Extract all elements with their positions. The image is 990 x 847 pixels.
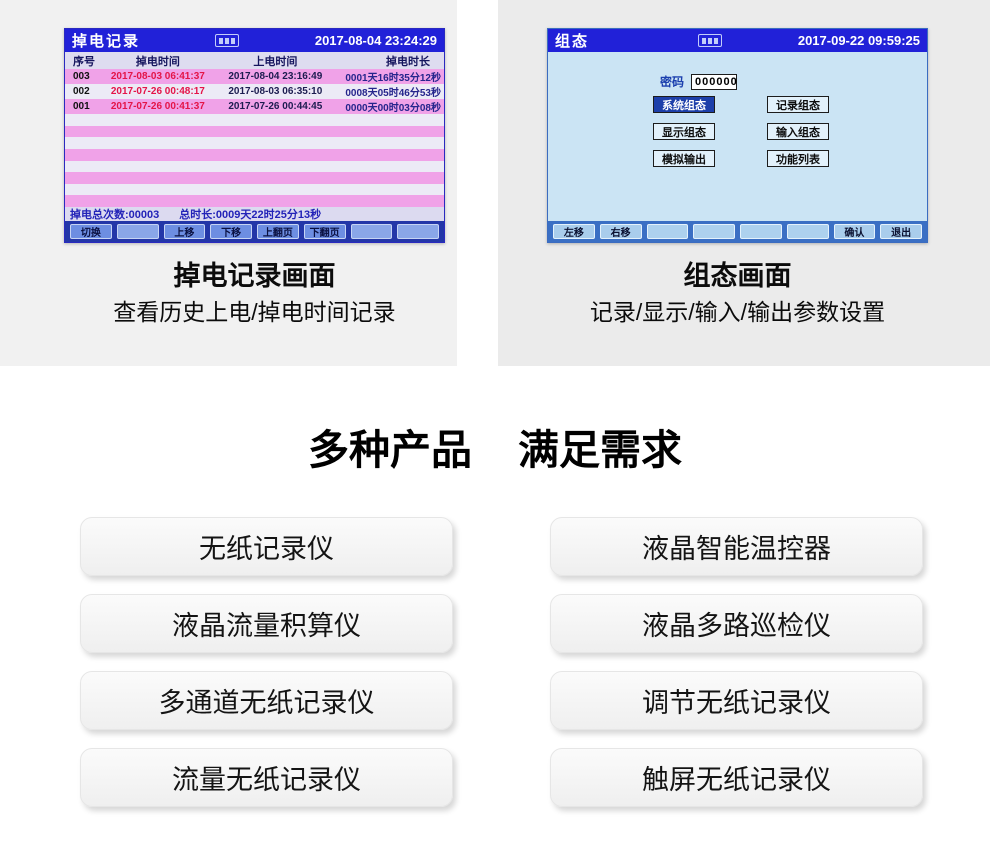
table-row: 003 2017-08-03 06:41:37 2017-08-04 23:16:4… [65, 69, 444, 84]
usb-icon [215, 34, 239, 47]
config-caption-title: 组态画面 [683, 261, 792, 291]
fkey-button-blank [350, 224, 393, 239]
fkey-button-blank [116, 224, 159, 239]
panel-divider [457, 0, 498, 366]
config-menu-button: 系统组态 [653, 96, 715, 113]
poweroff-caption-title: 掉电记录画面 [173, 261, 336, 291]
total-duration-label: 总时长:0009天22时25分13秒 [179, 209, 322, 221]
table-row-empty [65, 183, 444, 196]
top-section: 掉电记录 2017-08-04 23:24:29 序号 掉电时间 上电时间 掉电… [0, 0, 990, 366]
record-index: 002 [73, 86, 90, 97]
products-heading-right: 满足需求 [518, 427, 682, 473]
fkey-button-blank [693, 224, 735, 239]
record-on-time: 2017-07-26 00:44:45 [228, 101, 323, 112]
table-row-empty [65, 148, 444, 161]
record-summary-bar: 掉电总次数:00003 总时长:0009天22时25分13秒 [65, 207, 444, 221]
config-menu-button: 功能列表 [767, 150, 829, 167]
product-button[interactable]: 触屏无纸记录仪 [550, 748, 923, 808]
column-header-on-time: 上电时间 [253, 55, 298, 68]
password-field: 000000 [691, 73, 738, 90]
poweroff-caption: 掉电记录画面 查看历史上电/掉电时间记录 [64, 260, 445, 327]
panel-configuration: 组态 2017-09-22 09:59:25 密码 000000 系统组态 记录组… [498, 0, 990, 366]
poweroff-fkey-bar: 切换 上移 下移 上翻页 下翻页 [65, 221, 444, 242]
table-row-empty [65, 160, 444, 173]
record-index: 001 [73, 101, 90, 112]
record-duration: 0001天16时35分12秒 [345, 73, 441, 84]
configuration-screen: 组态 2017-09-22 09:59:25 密码 000000 系统组态 记录组… [547, 28, 928, 243]
column-header-off-time: 掉电时间 [135, 55, 180, 68]
table-row: 001 2017-07-26 00:41:37 2017-07-26 00:44:4… [65, 99, 444, 114]
column-header-index: 序号 [73, 55, 95, 68]
password-row: 密码 000000 [660, 73, 738, 90]
product-column-left: 无纸记录仪液晶流量积算仪 多通道无纸记录仪 流量无纸记录仪 [80, 517, 453, 808]
record-off-time: 2017-07-26 00:48:17 [110, 86, 205, 97]
password-label: 密码 [660, 75, 685, 89]
record-on-time: 2017-08-03 06:35:10 [228, 86, 323, 97]
config-menu-button: 记录组态 [767, 96, 829, 113]
product-grid: 无纸记录仪液晶流量积算仪 多通道无纸记录仪 流量无纸记录仪 液晶智能温控器 液晶多路巡… [80, 517, 990, 808]
column-header-duration: 掉电时长 [385, 55, 430, 68]
fkey-button-blank [786, 224, 829, 239]
table-row-empty [65, 114, 444, 126]
record-duration: 0008天05时46分53秒 [345, 88, 441, 99]
config-caption-subtitle: 记录/显示/输入/输出参数设置 [589, 299, 886, 326]
config-titlebar: 组态 2017-09-22 09:59:25 [548, 29, 927, 52]
table-row-empty [65, 137, 444, 149]
product-button[interactable]: 液晶流量积算仪 [80, 594, 453, 654]
table-row-empty [65, 125, 444, 138]
products-section: 多种产品 满足需求 无纸记录仪液晶流量积算仪 多通道无纸记录仪 流量无纸记录仪 液晶… [0, 366, 990, 808]
fkey-button: 下移 [210, 224, 252, 239]
fkey-button: 确认 [833, 224, 876, 239]
record-index: 003 [73, 71, 90, 82]
product-button[interactable]: 液晶智能温控器 [550, 517, 923, 577]
config-datetime: 2017-09-22 09:59:25 [797, 33, 920, 48]
product-button[interactable]: 流量无纸记录仪 [80, 748, 453, 808]
total-count-label: 掉电总次数:00003 [70, 209, 160, 221]
record-off-time: 2017-07-26 00:41:37 [110, 101, 205, 112]
record-off-time: 2017-08-03 06:41:37 [110, 71, 205, 82]
product-column-right: 液晶智能温控器 液晶多路巡检仪 调节无纸记录仪 触屏无纸记录仪 [550, 517, 923, 808]
config-body: 密码 000000 系统组态 记录组态显示组态 输入组态模拟输出 功能列表 [548, 52, 927, 221]
record-table-header: 序号 掉电时间 上电时间 掉电时长 [65, 52, 444, 69]
product-button[interactable]: 多通道无纸记录仪 [80, 671, 453, 731]
fkey-button-blank [397, 224, 439, 239]
poweroff-screen-title: 掉电记录 [72, 33, 141, 50]
usb-icon [698, 34, 722, 47]
poweroff-record-screen: 掉电记录 2017-08-04 23:24:29 序号 掉电时间 上电时间 掉电… [64, 28, 445, 243]
product-button[interactable]: 调节无纸记录仪 [550, 671, 923, 731]
record-table-body: 003 2017-08-03 06:41:37 2017-08-04 23:16:4… [65, 69, 444, 207]
fkey-button: 退出 [880, 224, 922, 239]
poweroff-caption-subtitle: 查看历史上电/掉电时间记录 [113, 299, 396, 326]
product-button[interactable]: 液晶多路巡检仪 [550, 594, 923, 654]
panel-poweroff-record: 掉电记录 2017-08-04 23:24:29 序号 掉电时间 上电时间 掉电… [0, 0, 457, 366]
fkey-button-blank [646, 224, 689, 239]
fkey-button: 上移 [163, 224, 206, 239]
table-row-empty [65, 195, 444, 207]
config-caption: 组态画面 记录/显示/输入/输出参数设置 [547, 260, 928, 327]
table-row: 002 2017-07-26 00:48:17 2017-08-03 06:35:1… [65, 84, 444, 99]
product-button[interactable]: 无纸记录仪 [80, 517, 453, 577]
record-duration: 0000天00时03分08秒 [345, 103, 441, 114]
config-menu-button: 显示组态 [653, 123, 715, 140]
fkey-button: 下翻页 [303, 224, 346, 239]
products-heading: 多种产品 满足需求 [0, 427, 990, 473]
config-menu-button: 输入组态 [767, 123, 829, 140]
fkey-button: 上翻页 [257, 224, 299, 239]
products-heading-left: 多种产品 [308, 427, 472, 473]
config-menu-button: 模拟输出 [653, 150, 715, 167]
poweroff-datetime: 2017-08-04 23:24:29 [314, 33, 437, 48]
fkey-button-blank [740, 224, 782, 239]
fkey-button: 左移 [553, 224, 595, 239]
poweroff-titlebar: 掉电记录 2017-08-04 23:24:29 [65, 29, 444, 52]
record-on-time: 2017-08-04 23:16:49 [228, 71, 323, 82]
fkey-button: 切换 [70, 224, 112, 239]
config-menu-grid: 系统组态 记录组态显示组态 输入组态模拟输出 功能列表 [653, 96, 829, 167]
config-screen-title: 组态 [555, 33, 590, 50]
table-row-empty [65, 172, 444, 184]
config-fkey-bar: 左移 右移 确认 退出 [548, 221, 927, 242]
fkey-button: 右移 [599, 224, 642, 239]
